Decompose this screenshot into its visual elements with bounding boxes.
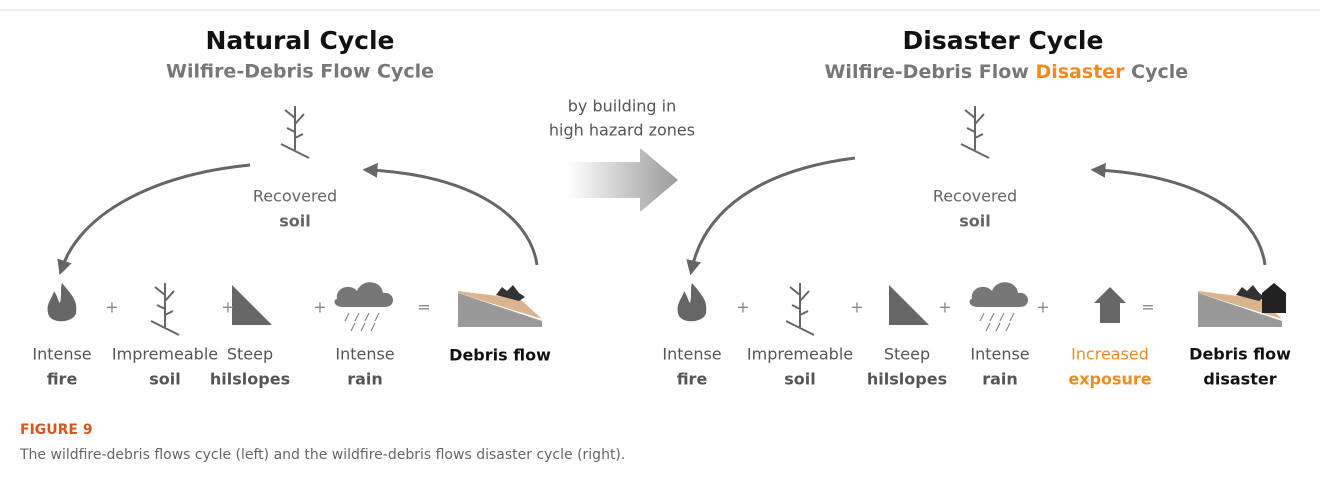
icon-slope bbox=[232, 285, 272, 325]
icon-shape bbox=[48, 283, 77, 321]
icon-shape bbox=[970, 282, 1029, 307]
icon-debris bbox=[458, 285, 542, 327]
icon-fire bbox=[678, 283, 707, 321]
subtitle-highlight: Disaster bbox=[1035, 61, 1125, 83]
operator: + bbox=[313, 298, 326, 317]
cycle-arrow bbox=[62, 165, 250, 268]
transition-arrow bbox=[568, 148, 678, 212]
item-label: disaster bbox=[1203, 370, 1276, 389]
center-label: Recovered bbox=[253, 187, 337, 206]
icon-house bbox=[1094, 287, 1126, 323]
item-label: soil bbox=[784, 370, 815, 389]
item-label: exposure bbox=[1068, 370, 1151, 389]
right-title: Disaster Cycle bbox=[903, 26, 1104, 55]
icon-rain bbox=[335, 282, 394, 331]
icon-shape bbox=[1262, 283, 1286, 313]
icon-shape bbox=[980, 313, 1014, 331]
icon-fire bbox=[48, 283, 77, 321]
icon-shape bbox=[151, 283, 179, 335]
operator: + bbox=[938, 298, 951, 317]
cycle-arrow bbox=[370, 170, 537, 265]
item-label: Impremeable bbox=[112, 345, 218, 364]
operator: + bbox=[221, 298, 234, 317]
icon-shape bbox=[281, 106, 309, 158]
icon-shape bbox=[345, 313, 379, 331]
item-label: fire bbox=[47, 370, 78, 389]
subtitle-part: Wilfire-Debris Flow bbox=[824, 61, 1035, 83]
figure-caption: The wildfire-debris flows cycle (left) a… bbox=[19, 447, 625, 463]
icon-slope bbox=[889, 285, 929, 325]
icon-tree bbox=[151, 283, 179, 335]
icon-tree bbox=[281, 106, 309, 158]
figure: Natural Cycle Wilfire-Debris Flow Cycle … bbox=[0, 0, 1320, 483]
item-label: Debris flow bbox=[1189, 345, 1291, 364]
icon-disaster bbox=[1198, 283, 1286, 327]
icon-shape bbox=[1094, 287, 1126, 323]
item-label: Intense bbox=[335, 345, 394, 364]
item-label: Intense bbox=[32, 345, 91, 364]
item-label: hilslopes bbox=[210, 370, 290, 389]
icon-rain bbox=[970, 282, 1029, 331]
cycle-arrow bbox=[692, 158, 855, 268]
icon-tree bbox=[961, 106, 989, 158]
item-label: rain bbox=[982, 370, 1018, 389]
icon-shape bbox=[232, 285, 272, 325]
icon-shape bbox=[786, 283, 814, 335]
item-label: fire bbox=[677, 370, 708, 389]
operator: + bbox=[1036, 298, 1049, 317]
transition-text: high hazard zones bbox=[549, 121, 695, 140]
icon-shape bbox=[678, 283, 707, 321]
item-label: Debris flow bbox=[449, 346, 551, 365]
item-label: Steep bbox=[227, 345, 273, 364]
center-label: Recovered bbox=[933, 187, 1017, 206]
operator: + bbox=[736, 298, 749, 317]
operator: = bbox=[1141, 298, 1154, 317]
right-subtitle: Wilfire-Debris Flow Disaster Cycle bbox=[818, 61, 1188, 83]
item-label: hilslopes bbox=[867, 370, 947, 389]
figure-label: FIGURE 9 bbox=[20, 422, 93, 438]
item-label: Intense bbox=[970, 345, 1029, 364]
left-subtitle: Wilfire-Debris Flow Cycle bbox=[166, 61, 434, 83]
icon-tree bbox=[786, 283, 814, 335]
operator: = bbox=[417, 298, 430, 317]
transition-text: by building in bbox=[568, 97, 676, 116]
center-label: soil bbox=[279, 212, 310, 231]
operator: + bbox=[105, 298, 118, 317]
subtitle-part: Cycle bbox=[1125, 61, 1189, 83]
cycle-arrow bbox=[1098, 170, 1265, 265]
item-label: Intense bbox=[662, 345, 721, 364]
icon-shape bbox=[961, 106, 989, 158]
icon-shape bbox=[889, 285, 929, 325]
icon-shape bbox=[335, 282, 394, 307]
item-label: soil bbox=[149, 370, 180, 389]
item-label: rain bbox=[347, 370, 383, 389]
left-title: Natural Cycle bbox=[205, 26, 394, 55]
item-label: Impremeable bbox=[747, 345, 853, 364]
item-label: Increased bbox=[1071, 345, 1149, 364]
operator: + bbox=[850, 298, 863, 317]
center-label: soil bbox=[959, 212, 990, 231]
item-label: Steep bbox=[884, 345, 930, 364]
